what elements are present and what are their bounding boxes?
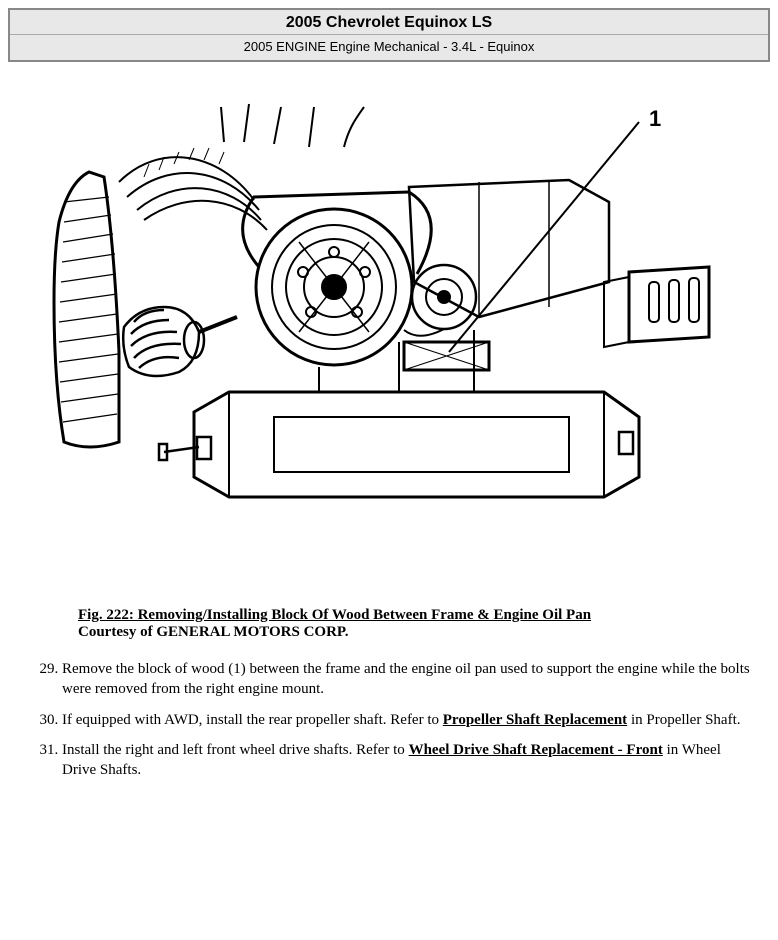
figure-container: 1 [8, 82, 770, 567]
doc-title: 2005 Chevrolet Equinox LS [10, 10, 768, 35]
step-31: Install the right and left front wheel d… [62, 740, 750, 781]
procedure-steps: Remove the block of wood (1) between the… [28, 659, 750, 780]
doc-subtitle: 2005 ENGINE Engine Mechanical - 3.4L - E… [10, 35, 768, 60]
step-29: Remove the block of wood (1) between the… [62, 659, 750, 700]
caption-courtesy: Courtesy of GENERAL MOTORS CORP. [78, 624, 770, 641]
step-30-post: in Propeller Shaft. [627, 712, 740, 728]
figure-caption: Fig. 222: Removing/Installing Block Of W… [78, 607, 770, 641]
step-30-link[interactable]: Propeller Shaft Replacement [443, 712, 627, 728]
callout-1-label: 1 [649, 106, 661, 131]
document-header: 2005 Chevrolet Equinox LS 2005 ENGINE En… [8, 8, 770, 62]
step-31-pre: Install the right and left front wheel d… [62, 742, 409, 758]
step-31-link[interactable]: Wheel Drive Shaft Replacement - Front [409, 742, 663, 758]
caption-title: Fig. 222: Removing/Installing Block Of W… [78, 607, 591, 623]
step-30: If equipped with AWD, install the rear p… [62, 710, 750, 730]
engine-diagram: 1 [49, 82, 729, 562]
step-30-pre: If equipped with AWD, install the rear p… [62, 712, 443, 728]
step-29-text: Remove the block of wood (1) between the… [62, 661, 750, 697]
